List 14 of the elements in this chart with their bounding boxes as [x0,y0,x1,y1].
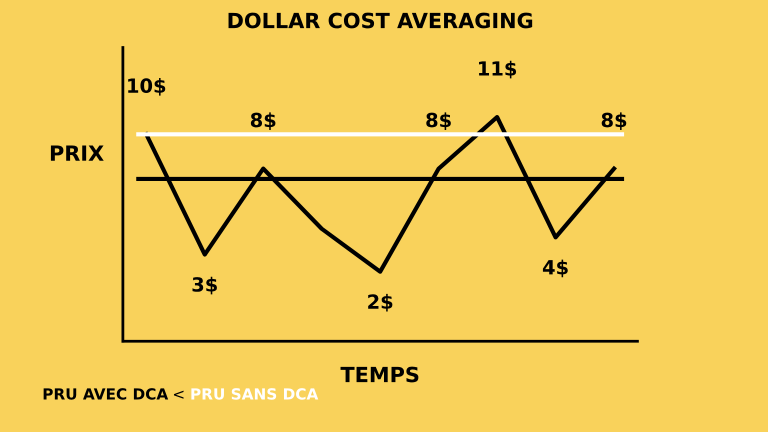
data-label: 3$ [192,276,217,294]
data-label: 8$ [426,112,451,130]
data-label: 8$ [602,112,626,130]
data-label: 8$ [250,112,276,130]
x-axis-title: TEMPS [340,366,418,382]
y-axis-title: PRIX [50,146,104,161]
data-label: 4$ [542,260,568,278]
ref-line-label: PRU AVEC DCA [44,388,168,400]
data-label: 2$ [368,294,392,312]
text: < [174,390,184,399]
ref-line-label: PRU SANS DCA [191,388,318,400]
data-label: 11$ [479,60,516,78]
data-label: 10$ [128,78,166,96]
chart-title: DOLLAR COST AVERAGING [228,12,532,28]
